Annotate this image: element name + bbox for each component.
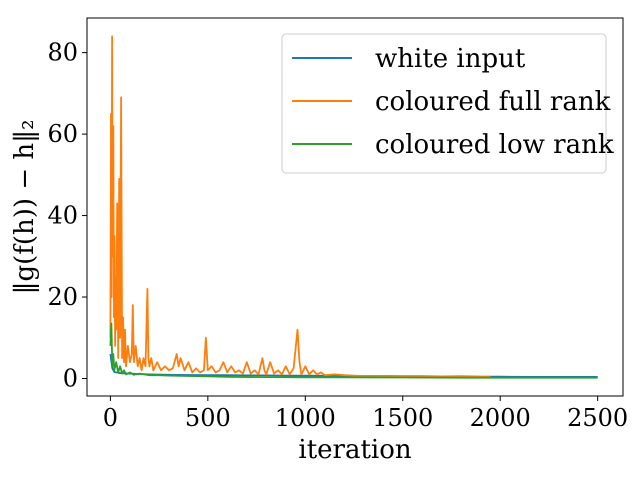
- series-line-1: [109, 35, 491, 378]
- y-axis: 0 20 40 60 80: [47, 39, 87, 392]
- x-tick-label: 1500: [372, 404, 433, 432]
- x-tick-label: 0: [103, 404, 118, 432]
- y-tick-label: 60: [47, 120, 78, 148]
- legend-label-0: white input: [375, 44, 526, 74]
- y-axis-label: ‖g(f(h)) − h‖₂: [10, 119, 40, 294]
- y-tick-label: 20: [47, 283, 78, 311]
- y-tick-label: 0: [63, 364, 78, 392]
- plot-area: [109, 35, 598, 379]
- legend-label-2: coloured low rank: [375, 130, 614, 160]
- x-tick-label: 1000: [275, 404, 336, 432]
- y-tick-label: 40: [47, 202, 78, 230]
- x-tick-label: 2000: [470, 404, 531, 432]
- legend-frame: [281, 33, 607, 174]
- y-tick-label: 80: [47, 39, 78, 67]
- x-axis-label: iteration: [298, 435, 411, 465]
- x-axis: 0 500 1000 1500 2000 2500: [103, 396, 628, 432]
- series-line-2: [109, 322, 598, 379]
- legend: white input coloured full rank coloured lo…: [281, 33, 614, 174]
- axes-frame: [86, 17, 624, 397]
- legend-label-1: coloured full rank: [375, 87, 611, 117]
- x-tick-label: 2500: [567, 404, 628, 432]
- x-tick-label: 500: [185, 404, 231, 432]
